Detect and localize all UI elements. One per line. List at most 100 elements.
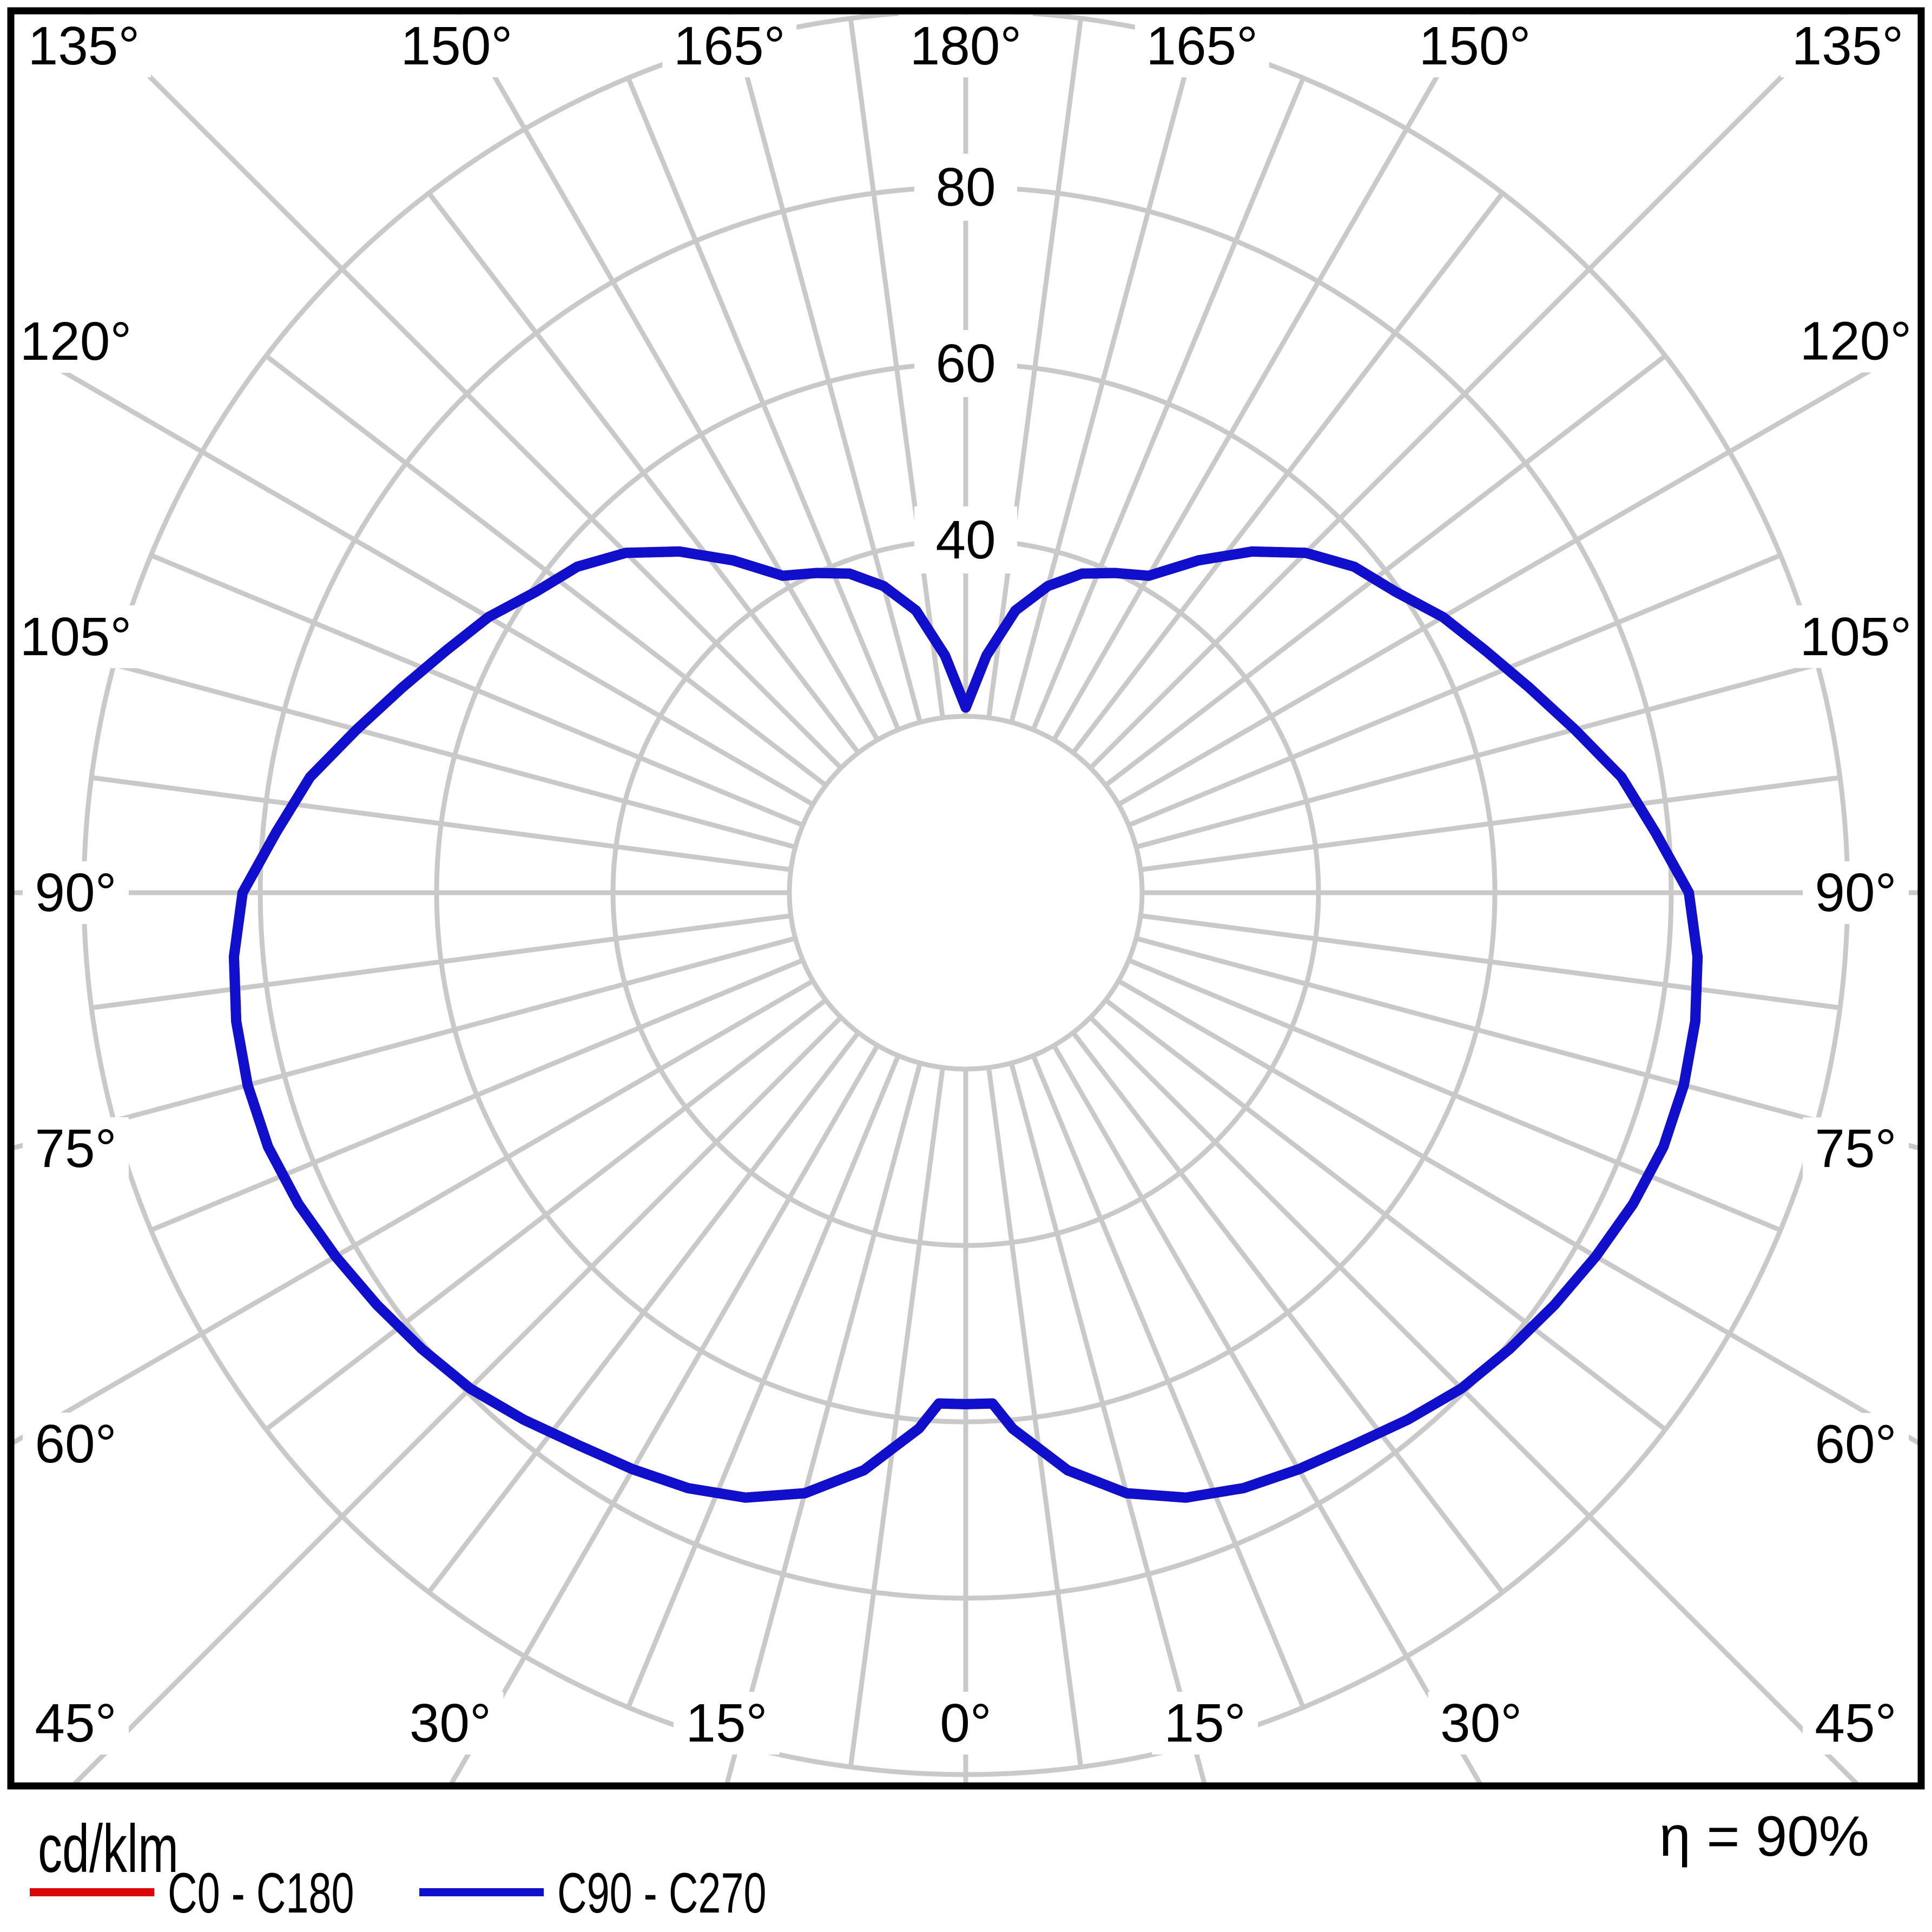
angle-label-15R: 15° [1164,1693,1245,1753]
grid-spoke-165 [1009,10,1205,723]
efficiency-label: η = 90% [1659,1805,1869,1868]
grid-spoke-330 [448,1044,880,1787]
angle-label-box-75L [23,1117,129,1180]
angle-label-box-60L [23,1413,129,1476]
angle-label-box-135L [17,15,151,77]
angle-label-box-30L [397,1692,504,1755]
ring-label-80: 80 [935,157,995,217]
legend-swatch-c90 [419,1888,544,1896]
angle-label-180C: 180° [910,16,1022,76]
angle-label-box-45L [23,1692,129,1755]
grid-spoke-315 [71,1016,843,1788]
angle-label-box-120R [1789,309,1923,373]
angle-label-60L: 60° [35,1414,116,1474]
angle-label-box-30R [1428,1692,1534,1755]
grid-spoke-82.5 [1140,913,1841,1011]
angle-label-150R: 150° [1419,16,1531,76]
grid-spoke-45 [1089,1016,1861,1788]
grid-spoke-292.5 [150,958,804,1232]
angle-label-box-105R [1789,605,1923,668]
grid-spoke-247.5 [150,553,804,828]
angle-label-15L: 15° [685,1693,767,1753]
intensity-curves [228,546,1703,1503]
angle-label-box-180C [899,15,1033,77]
grid-spoke-142.5 [1071,192,1505,755]
grid-spoke-345 [724,1062,922,1786]
legend-label-c90: C90 - C270 [557,1862,767,1925]
angle-label-165L: 165° [674,16,786,76]
legend-label-c0: C0 - C180 [168,1862,354,1925]
angle-label-box-75R [1803,1117,1909,1181]
grid-spoke-120 [1117,339,1923,807]
grid-spoke-135 [1089,9,1850,770]
grid-spoke-202.5 [626,77,901,731]
grid-spoke-150 [1052,9,1477,741]
angle-label-box-165R [1135,15,1269,77]
angle-label-box-90R [1803,861,1909,924]
angle-label-box-60R [1803,1413,1909,1476]
grid-spoke-60 [1117,979,1923,1447]
angle-label-75L: 75° [35,1118,116,1179]
angle-label-box-45R [1803,1692,1909,1755]
angle-label-0C: 0° [940,1693,992,1753]
polar-grid [9,8,1923,1788]
grid-spoke-105 [1135,634,1922,849]
grid-spoke-7.5 [986,1067,1084,1768]
angle-label-box-150R [1408,15,1542,77]
grid-spoke-37.5 [1071,1031,1505,1594]
angle-label-30L: 30° [410,1693,491,1753]
grid-spoke-112.5 [1127,553,1782,828]
ring-label-60: 60 [935,333,995,394]
grid-spoke-240 [9,339,814,807]
angle-label-box-120L [9,309,143,373]
angle-label-120R: 120° [1800,311,1912,371]
grid-spoke-285 [10,936,796,1151]
grid-ring-20 [787,714,1145,1072]
angle-label-30R: 30° [1440,1693,1522,1753]
angle-label-box-135R [1781,15,1915,77]
grid-spoke-352.5 [848,1067,945,1768]
angle-label-90L: 90° [35,862,116,923]
angle-label-120L: 120° [20,311,132,372]
footer: cd/klm C0 - C180 C90 - C270 η = 90% [30,1805,1869,1925]
grid-spoke-307.5 [265,998,828,1432]
grid-spoke-75 [1135,936,1922,1151]
grid-spoke-157.5 [1031,77,1305,731]
angle-label-box-150L [389,15,524,77]
plot-border [7,7,1925,1790]
grid-spoke-217.5 [427,192,861,755]
grid-spoke-67.5 [1127,958,1782,1232]
angle-label-90R: 90° [1815,862,1896,923]
grid-spoke-262.5 [91,775,792,872]
grid-spoke-30 [1052,1044,1483,1787]
axis-labels: 40 60 80 135° 150° 165° 180° 165° 150° 135° 120° 10… [9,15,1923,1755]
grid-spoke-22.5 [1031,1054,1305,1709]
ring-label-box-40 [914,506,1017,573]
grid-spoke-127.5 [1104,354,1667,788]
angle-label-box-15L [673,1692,780,1755]
grid-spoke-172.5 [986,18,1084,718]
angle-label-45R: 45° [1815,1693,1896,1753]
grid-spoke-232.5 [265,354,828,788]
grid-spoke-277.5 [91,913,792,1011]
angle-label-105R: 105° [1800,606,1912,667]
angle-label-60R: 60° [1815,1414,1896,1475]
grid-spoke-52.5 [1104,998,1667,1432]
grid-spoke-322.5 [427,1031,861,1594]
grid-spoke-210 [454,9,880,741]
angle-label-box-105L [9,605,143,669]
angle-label-165R: 165° [1146,16,1258,76]
angle-label-45L: 45° [35,1693,116,1753]
angle-label-135R: 135° [1792,16,1904,76]
grid-spoke-255 [10,634,796,849]
grid-spoke-97.5 [1140,775,1841,872]
ring-label-box-60 [914,330,1017,397]
grid-spoke-195 [727,10,922,723]
legend-swatch-c0 [30,1888,154,1896]
angle-label-box-0C [927,1692,1005,1755]
grid-spoke-187.5 [848,18,945,718]
grid-spoke-337.5 [626,1054,901,1709]
grid-spoke-300 [9,979,814,1446]
